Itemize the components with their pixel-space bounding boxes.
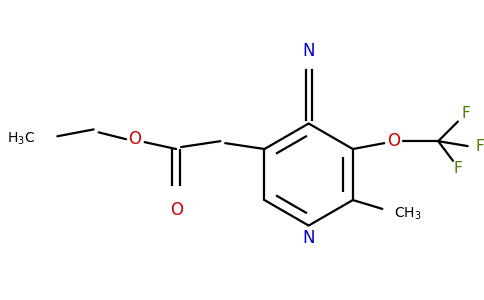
Text: F: F <box>475 139 484 154</box>
Text: N: N <box>302 42 315 60</box>
Text: CH$_3$: CH$_3$ <box>394 206 422 222</box>
Text: F: F <box>461 106 470 121</box>
Text: H$_3$C: H$_3$C <box>7 131 35 147</box>
Text: O: O <box>128 130 141 148</box>
Text: N: N <box>302 229 315 247</box>
Text: O: O <box>388 132 401 150</box>
Text: F: F <box>454 161 462 176</box>
Text: O: O <box>169 201 182 219</box>
